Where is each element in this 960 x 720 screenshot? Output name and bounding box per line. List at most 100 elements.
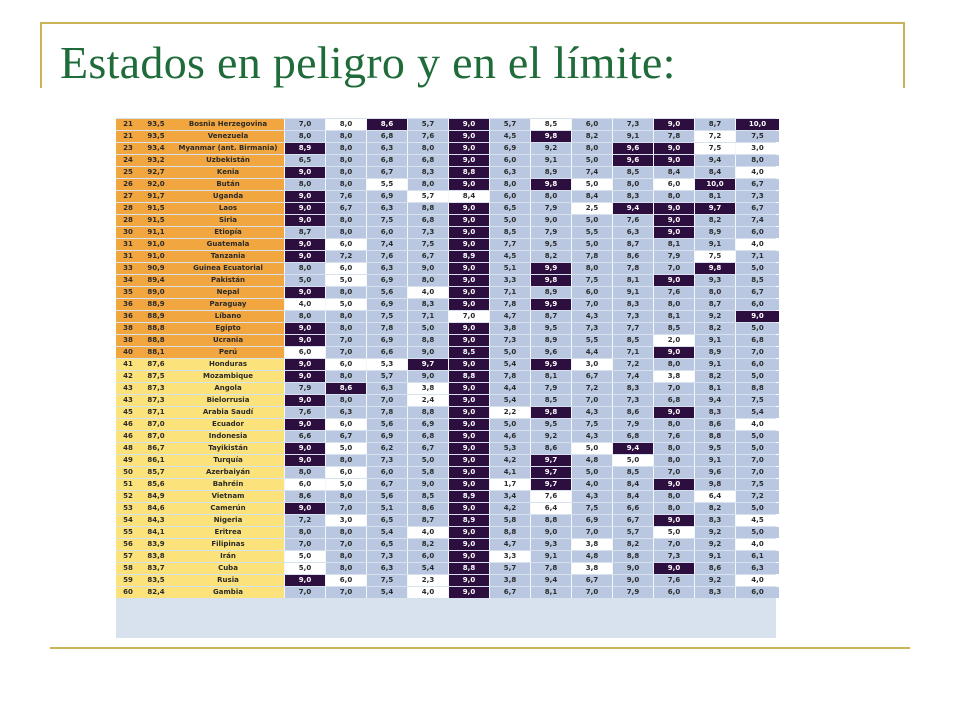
indicator-cell: 5,0 xyxy=(325,479,366,490)
table-row: 28 91,5 Siria 9,0 8,0 7,5 6,8 9,0 5,0 9,0 5,0 7,6 9,… xyxy=(116,215,779,226)
indicator-cell: 9,5 xyxy=(694,443,735,454)
score-cell: 85,7 xyxy=(140,467,172,478)
indicator-cell: 8,6 xyxy=(366,119,407,130)
indicator-cell: 9,7 xyxy=(694,203,735,214)
indicator-cell: 9,0 xyxy=(448,335,489,346)
table-row: 54 84,3 Nigeria 7,2 3,0 6,5 8,7 8,9 5,8 8,8 6,9 6,7… xyxy=(116,515,779,526)
indicator-cell: 9,0 xyxy=(284,239,325,250)
indicator-cell: 5,0 xyxy=(489,419,530,430)
score-cell: 88,8 xyxy=(140,335,172,346)
rank-cell: 41 xyxy=(116,359,140,370)
indicator-cell: 8,8 xyxy=(612,551,653,562)
table-row: 60 82,4 Gambia 7,0 7,0 5,4 4,0 9,0 6,7 8,1 7,0 7,9 6… xyxy=(116,587,779,598)
score-cell: 89,4 xyxy=(140,275,172,286)
indicator-cell: 7,8 xyxy=(530,563,571,574)
indicator-cell: 8,5 xyxy=(530,395,571,406)
indicator-cell: 9,4 xyxy=(612,203,653,214)
indicator-cell: 5,5 xyxy=(571,227,612,238)
indicator-cell: 8,0 xyxy=(612,179,653,190)
indicator-cell: 7,6 xyxy=(653,431,694,442)
indicator-cell: 9,0 xyxy=(448,155,489,166)
table-row: 33 90,9 Guinea Ecuatorial 8,0 6,0 6,3 9,0 9,0 5,… xyxy=(116,263,779,274)
indicator-cell: 6,8 xyxy=(653,395,694,406)
score-cell: 91,0 xyxy=(140,251,172,262)
indicator-cell: 9,1 xyxy=(694,359,735,370)
table-row: 57 83,8 Irán 5,0 8,0 7,3 6,0 9,0 3,3 9,1 4,8 8,8 7,3… xyxy=(116,551,779,562)
indicator-cell: 9,5 xyxy=(530,419,571,430)
rank-cell: 60 xyxy=(116,587,140,598)
indicator-cell: 7,0 xyxy=(325,539,366,550)
indicator-cell: 7,5 xyxy=(571,503,612,514)
indicator-cell: 7,5 xyxy=(366,311,407,322)
indicator-cell: 9,0 xyxy=(448,215,489,226)
indicator-cell: 7,2 xyxy=(735,491,779,502)
indicator-cell: 6,0 xyxy=(284,479,325,490)
rank-cell: 59 xyxy=(116,575,140,586)
country-cell: Eritrea xyxy=(172,527,284,538)
indicator-cell: 4,0 xyxy=(735,419,779,430)
indicator-cell: 9,4 xyxy=(530,575,571,586)
country-cell: Nepal xyxy=(172,287,284,298)
indicator-cell: 9,0 xyxy=(448,551,489,562)
indicator-cell: 5,4 xyxy=(489,395,530,406)
score-cell: 93,4 xyxy=(140,143,172,154)
rank-cell: 46 xyxy=(116,419,140,430)
indicator-cell: 8,5 xyxy=(407,491,448,502)
indicator-cell: 7,8 xyxy=(366,323,407,334)
indicator-cell: 9,5 xyxy=(530,323,571,334)
indicator-cell: 8,0 xyxy=(571,143,612,154)
indicator-cell: 2,3 xyxy=(407,575,448,586)
indicator-cell: 9,0 xyxy=(284,455,325,466)
country-cell: Uzbekistán xyxy=(172,155,284,166)
indicator-cell: 9,0 xyxy=(653,203,694,214)
indicator-cell: 8,0 xyxy=(325,119,366,130)
indicator-cell: 7,3 xyxy=(612,119,653,130)
table-row: 50 85,7 Azerbaiyán 8,0 6,0 6,0 5,8 9,0 4,1 9,7 5,0… xyxy=(116,467,779,478)
table-row: 53 84,6 Camerún 9,0 7,0 5,1 8,6 9,0 4,2 6,4 7,5 6,6… xyxy=(116,503,779,514)
indicator-cell: 7,4 xyxy=(366,239,407,250)
indicator-cell: 5,7 xyxy=(612,527,653,538)
table-row: 24 93,2 Uzbekistán 6,5 8,0 6,8 6,8 9,0 6,0 9,1 5,0… xyxy=(116,155,779,166)
rank-cell: 33 xyxy=(116,263,140,274)
score-cell: 91,0 xyxy=(140,239,172,250)
indicator-cell: 9,0 xyxy=(284,503,325,514)
indicator-cell: 5,5 xyxy=(571,335,612,346)
indicator-cell: 9,0 xyxy=(448,467,489,478)
indicator-cell: 9,6 xyxy=(612,155,653,166)
table-row: 52 84,9 Vietnam 8,6 8,0 5,6 8,5 8,9 3,4 7,6 4,3 8,4… xyxy=(116,491,779,502)
indicator-cell: 7,5 xyxy=(366,575,407,586)
indicator-cell: 8,0 xyxy=(325,143,366,154)
indicator-cell: 9,0 xyxy=(448,419,489,430)
bottom-rule xyxy=(50,647,910,649)
indicator-cell: 8,7 xyxy=(530,311,571,322)
indicator-cell: 8,3 xyxy=(407,299,448,310)
indicator-cell: 8,0 xyxy=(284,263,325,274)
indicator-cell: 8,9 xyxy=(530,335,571,346)
indicator-cell: 4,6 xyxy=(489,431,530,442)
indicator-cell: 9,0 xyxy=(653,119,694,130)
indicator-cell: 9,8 xyxy=(530,407,571,418)
indicator-cell: 8,0 xyxy=(325,287,366,298)
indicator-cell: 6,3 xyxy=(366,563,407,574)
indicator-cell: 9,0 xyxy=(284,335,325,346)
indicator-cell: 6,6 xyxy=(612,503,653,514)
score-cell: 90,9 xyxy=(140,263,172,274)
score-cell: 83,7 xyxy=(140,563,172,574)
indicator-cell: 9,2 xyxy=(694,575,735,586)
indicator-cell: 5,0 xyxy=(325,443,366,454)
indicator-cell: 5,0 xyxy=(571,467,612,478)
indicator-cell: 8,6 xyxy=(612,407,653,418)
indicator-cell: 8,5 xyxy=(489,227,530,238)
indicator-cell: 8,8 xyxy=(735,383,779,394)
indicator-cell: 9,0 xyxy=(284,419,325,430)
score-cell: 83,8 xyxy=(140,551,172,562)
indicator-cell: 7,0 xyxy=(571,587,612,598)
indicator-cell: 7,3 xyxy=(407,227,448,238)
table-row: 42 87,5 Mozambique 9,0 8,0 5,7 9,0 8,8 7,8 8,1 6,7… xyxy=(116,371,779,382)
indicator-cell: 8,0 xyxy=(325,179,366,190)
indicator-cell: 8,5 xyxy=(612,467,653,478)
indicator-cell: 5,0 xyxy=(284,563,325,574)
indicator-cell: 4,3 xyxy=(571,431,612,442)
indicator-cell: 9,0 xyxy=(448,119,489,130)
indicator-cell: 9,0 xyxy=(448,359,489,370)
